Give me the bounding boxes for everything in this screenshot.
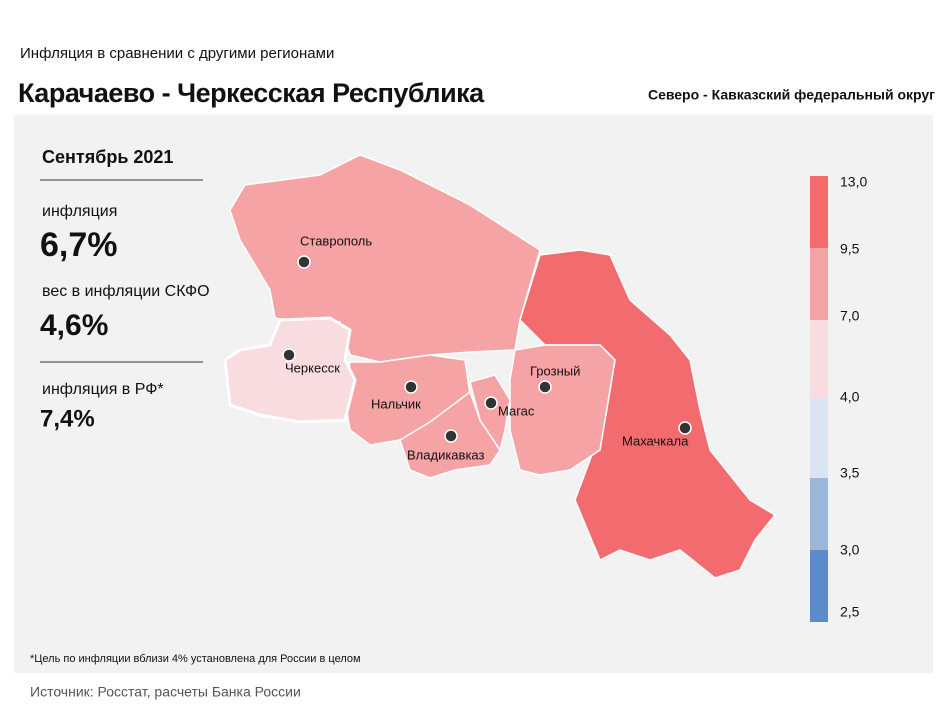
city-dot — [678, 421, 692, 435]
period: Сентябрь 2021 — [42, 147, 173, 167]
city-dot — [538, 380, 552, 394]
legend-tick-label: 7,0 — [840, 308, 860, 324]
item-value: 6,7% — [40, 226, 118, 264]
region — [229, 154, 541, 363]
legend-tick-label: 13,0 — [840, 174, 867, 190]
legend-tick-label: 9,5 — [840, 241, 860, 257]
legend-tick-label: 4,0 — [840, 389, 860, 405]
legend-bin — [810, 176, 828, 248]
legend-bin — [810, 550, 828, 622]
city-label: Грозный — [530, 363, 580, 378]
region-highlight — [223, 316, 357, 424]
city-dot — [282, 348, 296, 362]
legend-bin — [810, 398, 828, 478]
legend-bin — [810, 478, 828, 550]
city-layer: Ставрополь Черкесск Нальчик Магас Владикавка… — [282, 233, 692, 462]
region — [469, 374, 511, 452]
footnote: *Цель по инфляции вблизи 4% установлена … — [30, 653, 361, 665]
legend-tick-label: 3,5 — [840, 465, 860, 481]
item-value: 7,4% — [40, 405, 95, 432]
subtitle: Инфляция в сравнении с другими регионами — [20, 45, 334, 62]
item-label: инфляция — [42, 203, 117, 220]
legend-tick-label: 3,0 — [840, 542, 860, 558]
city-dot — [297, 255, 311, 269]
city-label: Нальчик — [371, 396, 421, 411]
title: Карачаево - Черкесская Республика — [18, 78, 485, 108]
legend-bin — [810, 320, 828, 398]
city-label: Махачкала — [622, 433, 689, 448]
city-dot — [444, 429, 458, 443]
city-label: Черкесск — [285, 360, 340, 375]
city-label: Владикавказ — [407, 447, 485, 462]
source: Источник: Росстат, расчеты Банка России — [30, 684, 301, 700]
region — [509, 344, 616, 476]
legend: 13,0 9,5 7,0 4,0 3,5 3,0 2,5 — [810, 174, 867, 622]
city-dot — [404, 380, 418, 394]
legend-tick-label: 2,5 — [840, 604, 860, 620]
city-label: Ставрополь — [300, 233, 372, 248]
city-label: Магас — [498, 403, 535, 418]
city-dot — [484, 396, 498, 410]
item-label: вес в инфляции СКФО — [42, 283, 210, 300]
legend-bin — [810, 248, 828, 320]
item-label: инфляция в РФ* — [42, 381, 164, 398]
item-value: 4,6% — [40, 309, 108, 342]
district: Северо - Кавказский федеральный округ — [648, 87, 935, 103]
